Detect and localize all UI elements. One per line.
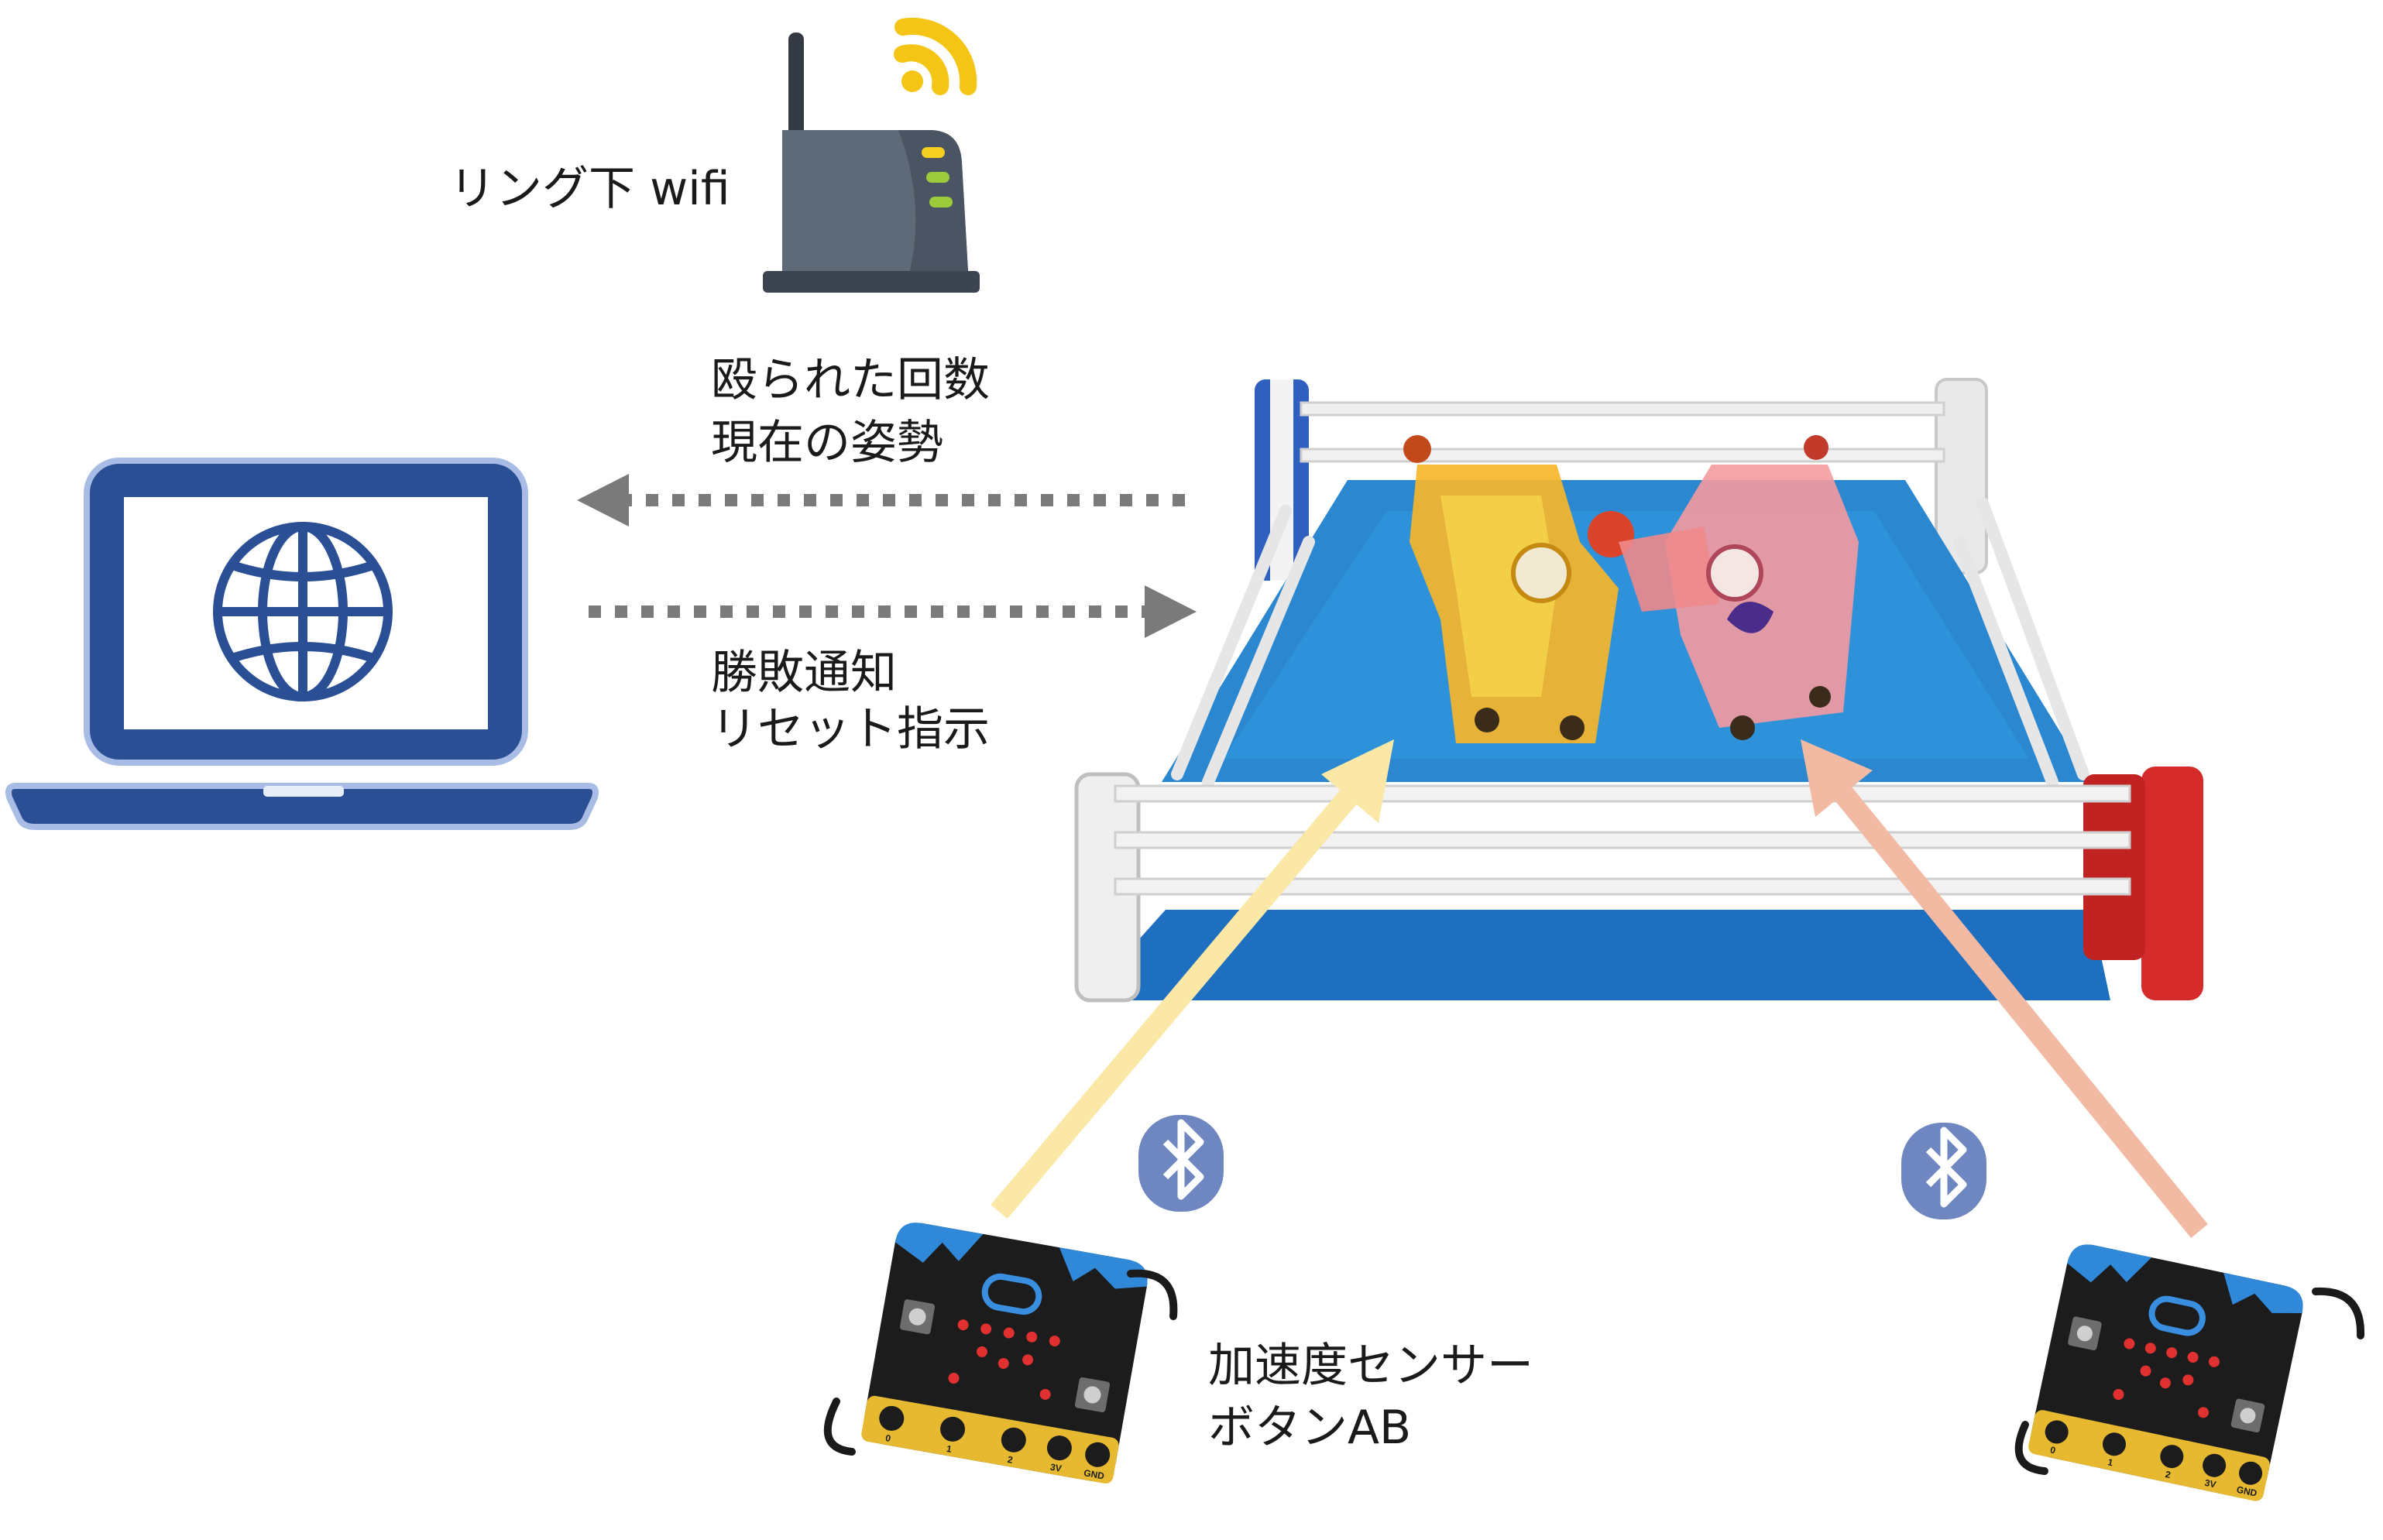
router-label: リング下 wifi: [449, 162, 730, 216]
bluetooth-icon: [1901, 1123, 1986, 1219]
microbit-board-icon: 0 1 2 3V GND: [2028, 1244, 2303, 1501]
downstream-label-line1: 勝敗通知: [711, 646, 897, 700]
dotted-arrow-to-ring: [589, 585, 1197, 638]
upstream-label-line1: 殴られた回数: [711, 353, 990, 407]
pin-label: 3V: [1049, 1462, 1063, 1474]
laptop-globe-icon: [5, 458, 599, 830]
pin-label: 2: [2165, 1469, 2172, 1480]
pin-label: 0: [2049, 1444, 2057, 1456]
dotted-arrow-to-laptop: [577, 474, 1185, 526]
pin-label: 1: [2107, 1456, 2114, 1468]
globe-icon: [213, 522, 393, 701]
pin-label: 0: [884, 1432, 891, 1444]
pin-label: GND: [1083, 1467, 1105, 1481]
microbit-board-icon: 0 1 2 3V GND: [861, 1223, 1148, 1484]
downstream-label-line2: リセット指示: [711, 702, 990, 756]
motion-mark: [2014, 1287, 2365, 1475]
pin-label: GND: [2236, 1484, 2258, 1499]
toy-robot-pink: [1619, 435, 1859, 740]
bluetooth-icon: [1138, 1115, 1224, 1212]
beam-arrow-right: [1801, 739, 2208, 1238]
wifi-router-icon: [763, 17, 980, 293]
pin-label: 3V: [2203, 1477, 2216, 1490]
pin-label: 1: [946, 1443, 953, 1455]
beam-arrow-left: [991, 739, 1394, 1219]
wifi-signal-icon: [894, 17, 977, 95]
sensor-label-line2: ボタンAB: [1208, 1401, 1412, 1455]
upstream-label-line2: 現在の姿勢: [711, 416, 943, 470]
toy-robot-yellow: [1403, 435, 1634, 743]
motion-mark: [823, 1269, 1178, 1456]
pin-label: 2: [1007, 1454, 1014, 1466]
sensor-label-line1: 加速度センサー: [1208, 1339, 1533, 1393]
